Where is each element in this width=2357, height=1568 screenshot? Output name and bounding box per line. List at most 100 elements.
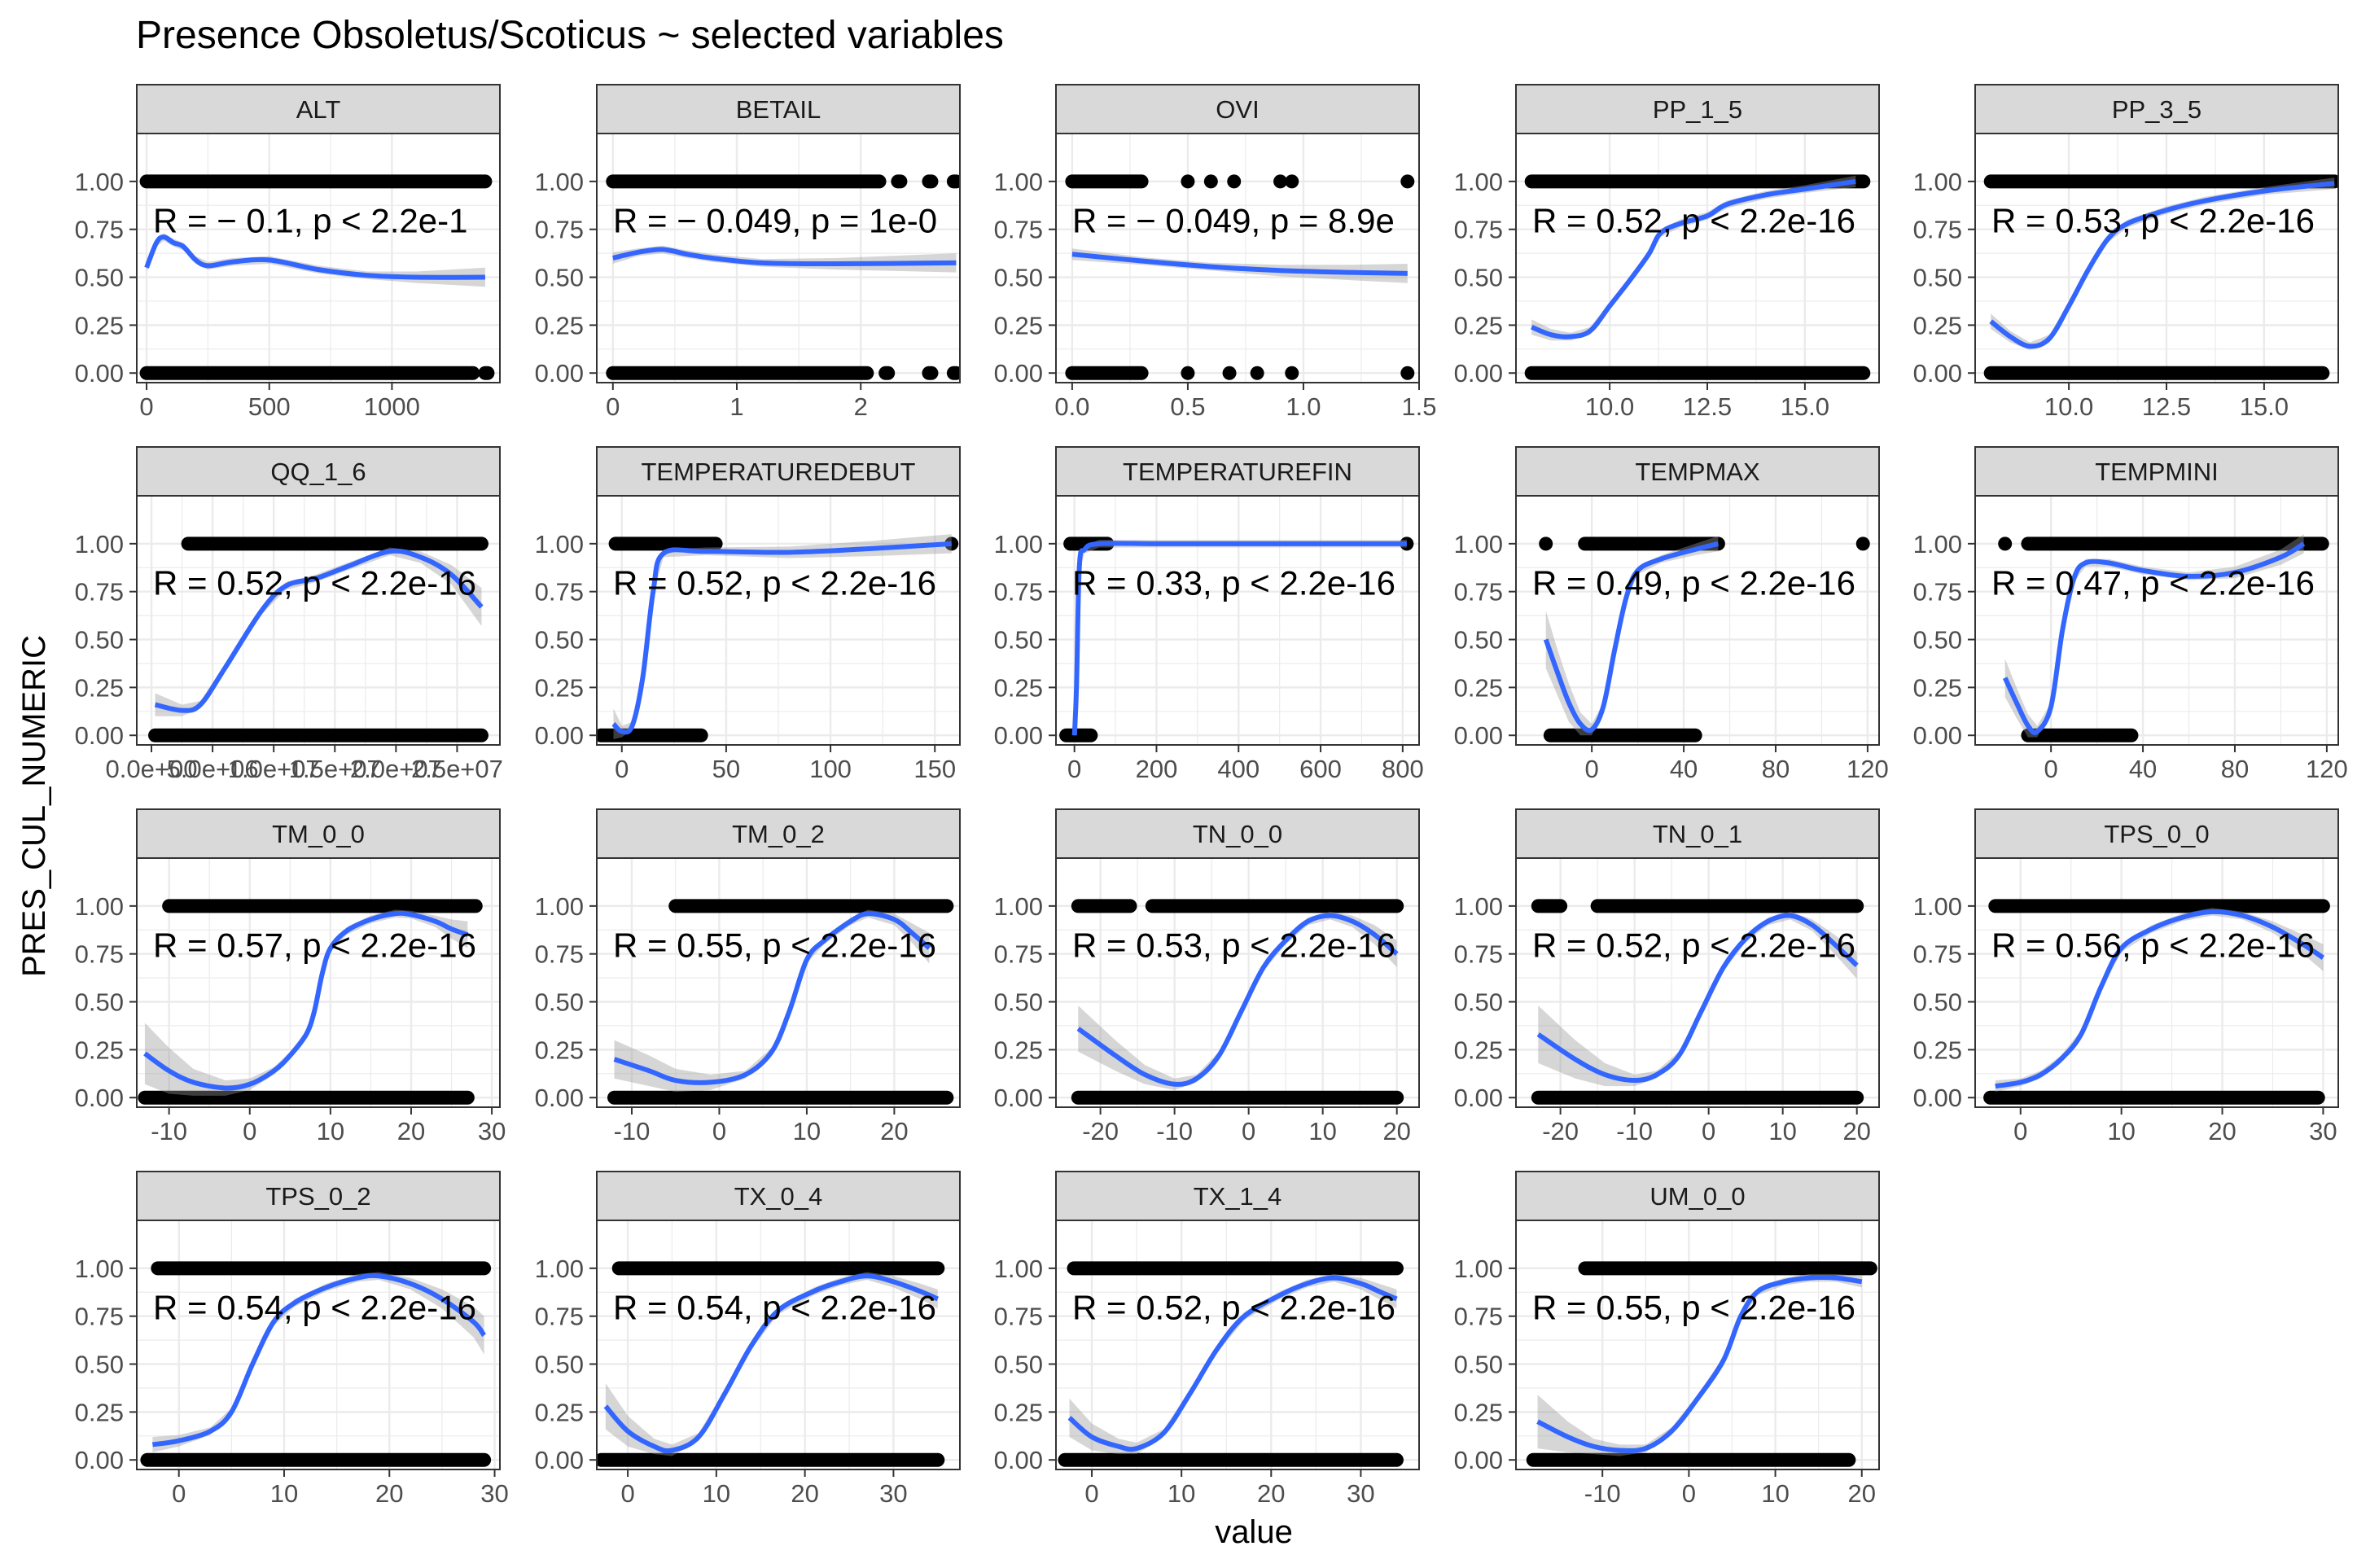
- data-points: [139, 174, 495, 380]
- data-point-absent: [1181, 366, 1195, 380]
- x-tick-label: 10: [1308, 1117, 1336, 1145]
- y-tick-label: 0.00: [1454, 359, 1503, 388]
- y-tick-label: 1.00: [1454, 892, 1503, 921]
- x-tick-label: 600: [1299, 755, 1342, 783]
- x-tick-label: 20: [791, 1479, 818, 1508]
- facet-strip: [1515, 1171, 1880, 1221]
- facet-strip: [1515, 808, 1880, 859]
- panel-border: [596, 857, 961, 1108]
- data-point-present: [1539, 537, 1553, 551]
- facet-strip-label: BETAIL: [736, 95, 821, 124]
- panel-background: [1056, 1220, 1419, 1469]
- y-tick-label: 0.75: [75, 940, 124, 969]
- y-tick-label: 0.75: [535, 216, 584, 244]
- facet-strip: [596, 446, 961, 497]
- y-tick-label: 0.50: [75, 264, 124, 292]
- facet-strip-label: QQ_1_6: [270, 458, 366, 486]
- facet-strip-label: TEMPMINI: [2095, 458, 2219, 486]
- x-tick-label: 5.0e+06: [167, 755, 259, 783]
- panel-border: [596, 495, 961, 746]
- smooth-line: [143, 910, 469, 1091]
- panel-background: [1975, 858, 2338, 1107]
- panel-border: [1515, 133, 1880, 383]
- y-tick-label: 0.25: [994, 1398, 1043, 1426]
- x-tick-label: 20: [1848, 1479, 1876, 1508]
- facet-strip-label: TM_0_2: [732, 820, 825, 848]
- y-tick-label: 0.75: [1913, 216, 1962, 244]
- x-tick-label: 1.5e+07: [289, 755, 381, 783]
- y-tick-label: 0.75: [535, 578, 584, 607]
- x-tick-label: 0.0e+00: [106, 755, 198, 783]
- x-tick-label: 80: [1762, 755, 1790, 783]
- y-tick-label: 0.50: [1913, 264, 1962, 292]
- panel-background: [1056, 858, 1419, 1107]
- x-tick-label: 500: [248, 392, 291, 421]
- data-points: [1539, 537, 1870, 742]
- y-tick-label: 1.00: [535, 1255, 584, 1283]
- facet-strip-label: TN_0_1: [1653, 820, 1742, 848]
- x-tick-label: 150: [913, 755, 956, 783]
- facet-strip-label: TX_0_4: [734, 1182, 823, 1211]
- figure-title: Presence Obsoletus/Scoticus ~ selected v…: [136, 14, 1004, 57]
- x-tick-label: 10: [270, 1479, 298, 1508]
- correlation-annotation: R = 0.49, p < 2.2e-16: [1532, 564, 1855, 602]
- y-tick-label: 0.50: [1454, 626, 1503, 655]
- panel-background: [597, 1220, 960, 1469]
- x-tick-label: 120: [1847, 755, 1889, 783]
- smooth-line: [603, 1273, 940, 1454]
- smooth-line: [1536, 913, 1859, 1084]
- y-tick-label: 0.75: [75, 216, 124, 244]
- smooth-line: [1076, 913, 1399, 1087]
- data-points: [607, 899, 954, 1105]
- y-tick-label: 0.75: [994, 216, 1043, 244]
- y-tick-label: 0.50: [535, 1351, 584, 1379]
- panel-border: [1515, 1220, 1880, 1470]
- facet-strip: [1974, 84, 2339, 134]
- smooth-line: [1989, 181, 2335, 349]
- smooth-line: [1536, 1275, 1863, 1453]
- facet-panel-temperaturefin: TEMPERATUREFIN R = 0.33, p < 2.2e-16 0.00 0…: [994, 446, 1424, 783]
- smooth-line: [613, 911, 931, 1085]
- y-tick-label: 0.00: [1454, 1446, 1503, 1474]
- correlation-annotation: R = 0.52, p < 2.2e-16: [1072, 1289, 1395, 1327]
- y-tick-label: 1.00: [1454, 168, 1503, 196]
- panel-background: [1516, 134, 1879, 383]
- x-tick-label: -10: [1584, 1479, 1621, 1508]
- facet-panel-temperaturedebut: TEMPERATUREDEBUT R = 0.52, p < 2.2e-16 0.0…: [535, 446, 961, 783]
- facet-strip: [1055, 808, 1420, 859]
- panel-border: [136, 1220, 501, 1470]
- correlation-annotation: R = 0.52, p < 2.2e-16: [153, 564, 476, 602]
- y-tick-label: 0.50: [1454, 988, 1503, 1017]
- x-tick-label: 12.5: [2142, 392, 2191, 421]
- x-tick-label: 0: [2013, 1117, 2027, 1145]
- x-tick-label: 20: [1257, 1479, 1285, 1508]
- smooth-line: [1995, 909, 2325, 1089]
- x-tick-label: 1000: [364, 392, 420, 421]
- y-tick-label: 0.75: [994, 940, 1043, 969]
- y-tick-label: 0.25: [994, 1036, 1043, 1064]
- facet-strip-label: TPS_0_2: [265, 1182, 370, 1211]
- smooth-line: [144, 234, 485, 280]
- correlation-annotation: R = 0.33, p < 2.2e-16: [1072, 564, 1395, 602]
- y-tick-label: 1.00: [75, 892, 124, 921]
- y-tick-label: 0.25: [1454, 1398, 1503, 1426]
- y-tick-label: 0.00: [994, 359, 1043, 388]
- x-tick-label: 0: [1084, 1479, 1098, 1508]
- facet-panel-um_0_0: UM_0_0 R = 0.55, p < 2.2e-16 0.00 0.25 0.50 0…: [1454, 1171, 1880, 1508]
- y-tick-label: 0.00: [535, 359, 584, 388]
- facet-panel-tps_0_2: TPS_0_2 R = 0.54, p < 2.2e-16 0.00 0.25 0.50…: [75, 1171, 509, 1508]
- facet-panel-tm_0_0: TM_0_0 R = 0.57, p < 2.2e-16 0.00 0.25 0.50 0…: [75, 808, 506, 1145]
- y-tick-label: 0.00: [1454, 1084, 1503, 1112]
- data-points: [1071, 899, 1404, 1105]
- x-tick-label: 10: [793, 1117, 821, 1145]
- facet-strip: [136, 808, 501, 859]
- x-tick-label: 0: [172, 1479, 186, 1508]
- y-tick-label: 1.00: [994, 1255, 1043, 1283]
- y-tick-label: 0.50: [75, 626, 124, 655]
- x-tick-label: 20: [880, 1117, 908, 1145]
- y-tick-label: 0.25: [994, 311, 1043, 339]
- facet-strip-label: TN_0_0: [1193, 820, 1282, 848]
- y-tick-label: 0.25: [1454, 1036, 1503, 1064]
- confidence-band: [155, 547, 482, 716]
- y-tick-label: 1.00: [1913, 530, 1962, 558]
